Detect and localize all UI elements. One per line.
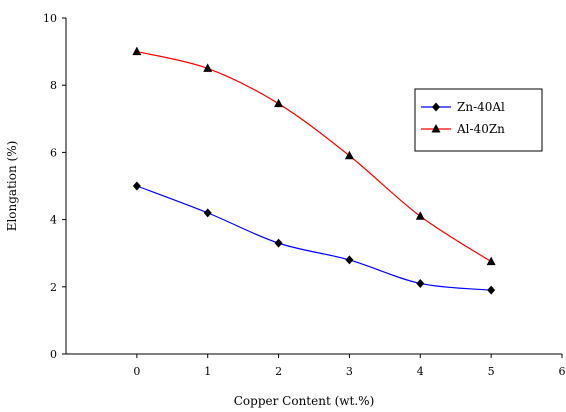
- data-point-1-3: [344, 150, 354, 160]
- y-tick-label: 2: [50, 281, 57, 294]
- data-point-1-1: [203, 63, 213, 72]
- legend-label-zn-40al: Zn-40Al: [457, 100, 505, 114]
- legend: Zn-40Al Al-40Zn: [414, 88, 543, 152]
- legend-label-al-40zn: Al-40Zn: [456, 122, 505, 136]
- data-point-0-3: [345, 255, 354, 265]
- data-point-0-5: [487, 285, 496, 295]
- data-point-1-5: [486, 256, 496, 266]
- y-axis-label: Elongation (%): [5, 141, 19, 232]
- y-tick-label: 6: [50, 146, 57, 159]
- axes: [65, 18, 562, 355]
- x-axis-label: Copper Content (wt.%): [234, 394, 375, 408]
- data-point-1-4: [415, 211, 425, 220]
- ticks: 0 2 4 6 8 10 0 1 2 3 4 5 6: [43, 12, 566, 378]
- x-tick-label: 2: [275, 365, 282, 378]
- x-tick-label: 1: [204, 365, 211, 378]
- series-group: [132, 46, 496, 295]
- data-point-0-4: [416, 278, 425, 288]
- x-tick-label: 0: [133, 365, 140, 378]
- y-tick-label: 10: [43, 12, 57, 25]
- y-tick-label: 0: [50, 348, 57, 361]
- x-tick-label: 5: [488, 365, 495, 378]
- y-tick-label: 8: [50, 79, 57, 92]
- legend-box: [414, 88, 543, 152]
- x-tick-label: 3: [346, 365, 353, 378]
- legend-marker-al-40zn: [431, 124, 441, 133]
- data-point-0-2: [274, 238, 283, 248]
- x-tick-label: 6: [559, 365, 566, 378]
- series-line-0: [136, 185, 492, 291]
- data-point-1-2: [274, 98, 284, 108]
- data-point-0-1: [203, 208, 212, 218]
- data-point-1-0: [132, 46, 142, 56]
- legend-marker-zn-40al: [432, 102, 440, 112]
- data-point-0-0: [132, 181, 141, 191]
- x-tick-label: 4: [417, 365, 424, 378]
- series-line-1: [136, 51, 492, 263]
- y-tick-label: 4: [50, 214, 57, 227]
